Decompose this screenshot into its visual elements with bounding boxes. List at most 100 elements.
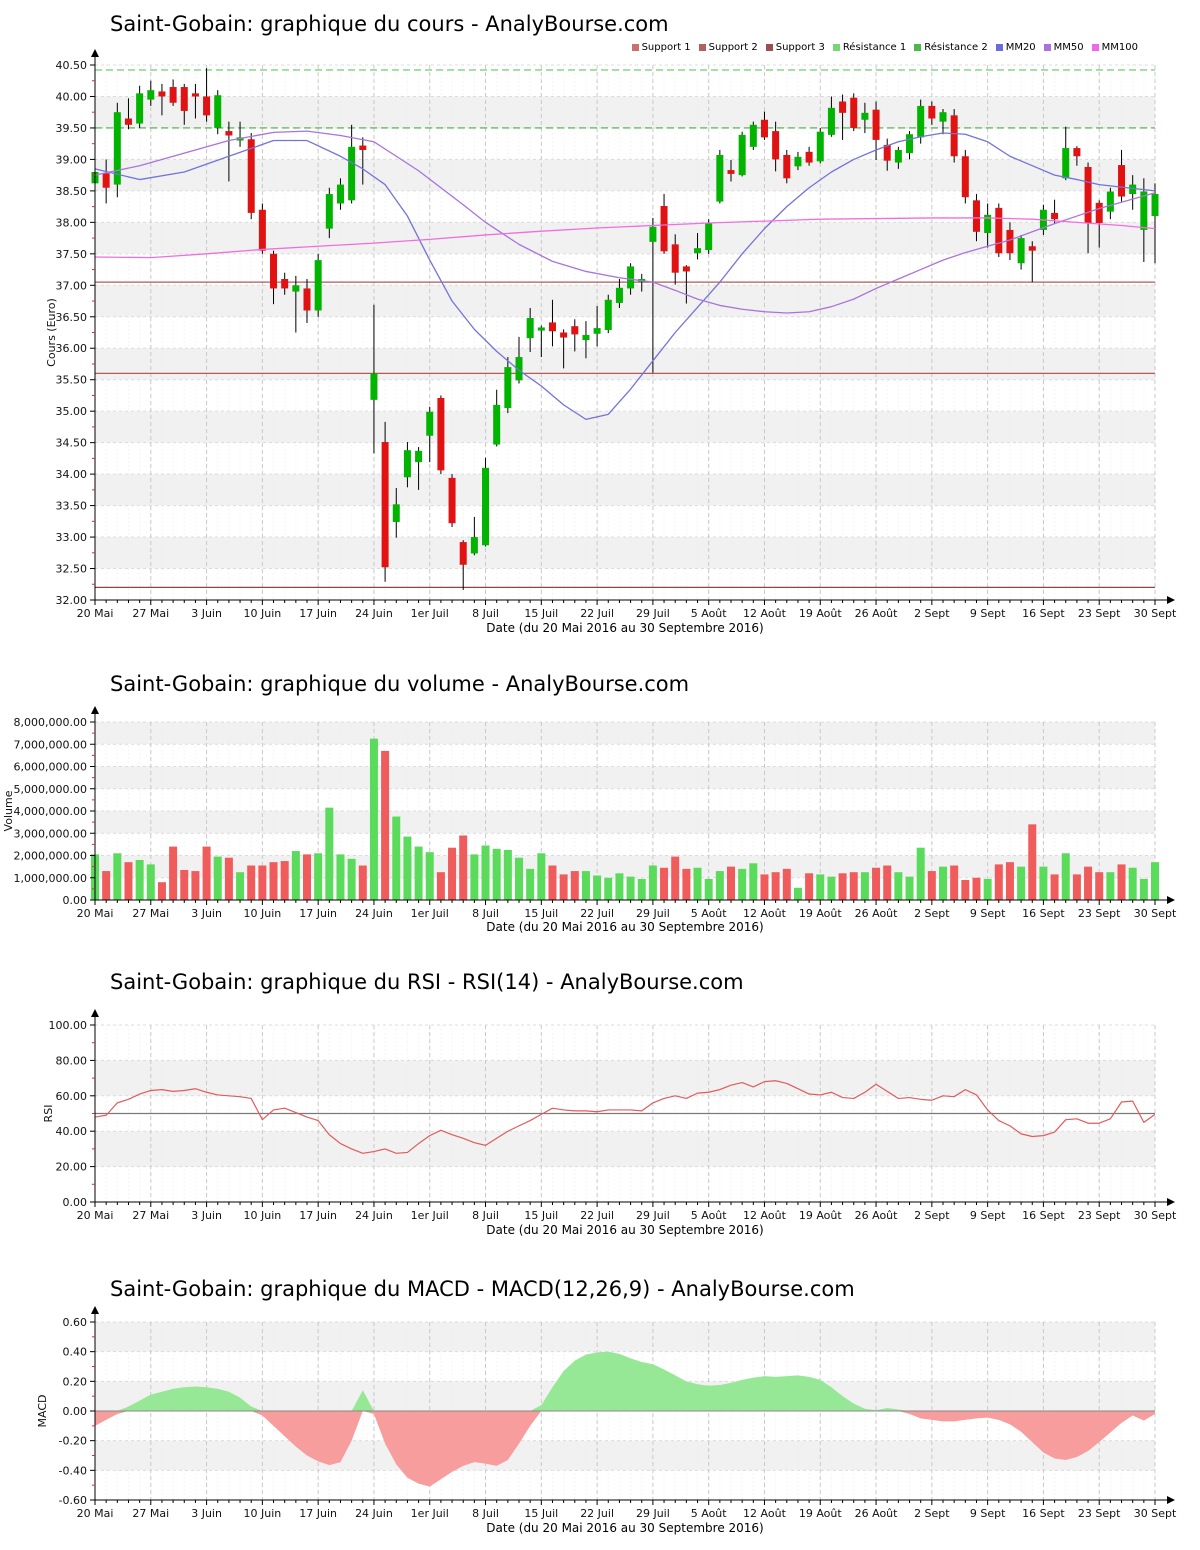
x-tick-label: 23 Sept: [1078, 907, 1121, 920]
x-tick-label: 10 Juin: [243, 1209, 281, 1222]
candle: [749, 124, 757, 147]
y-axis-label: Cours (Euro): [45, 298, 58, 367]
candle: [314, 260, 322, 311]
cours-chart-title: Saint-Gobain: graphique du cours - Analy…: [110, 12, 669, 36]
x-tick-label: 12 Août: [743, 607, 787, 620]
candle: [827, 107, 835, 135]
volume-bar: [548, 865, 557, 900]
volume-bar: [939, 866, 947, 900]
candle: [894, 149, 902, 163]
volume-bar: [648, 865, 657, 900]
volume-bar: [1050, 874, 1059, 900]
plot-bands: [95, 722, 1155, 878]
y-tick-label: 35.50: [56, 374, 88, 387]
legend-item-mm20: MM20: [995, 42, 1036, 53]
volume-bar: [1139, 878, 1148, 900]
x-tick-label: 23 Sept: [1078, 607, 1121, 620]
volume-bar: [303, 854, 311, 900]
x-tick-label: 3 Juin: [191, 607, 222, 620]
volume-bar: [883, 865, 892, 900]
x-tick-label: 19 Août: [799, 607, 843, 620]
volume-bar: [1005, 862, 1014, 900]
x-tick-label: 10 Juin: [243, 907, 281, 920]
y-tick-label: -0.20: [59, 1435, 87, 1448]
volume-bar: [927, 871, 936, 900]
volume-bar: [113, 853, 122, 900]
x-tick-label: 9 Sept: [970, 607, 1006, 620]
candle: [381, 442, 389, 568]
candle: [727, 170, 735, 174]
candle: [872, 109, 880, 140]
y-tick-label: 4,000,000.00: [14, 805, 87, 818]
candle: [348, 146, 356, 201]
y-tick-label: 36.00: [56, 342, 88, 355]
volume-bar: [682, 868, 691, 900]
volume-bar: [124, 862, 133, 900]
candle: [917, 105, 925, 138]
candle: [370, 373, 378, 400]
volume-bar: [537, 853, 546, 900]
macd-chart: -0.60 -0.40 -0.20 0.00 0.20 0.40 0.60 20 Mai 27 …: [36, 1306, 1177, 1520]
candle: [191, 93, 199, 97]
volume-bar: [269, 862, 278, 900]
volume-chart: 0.00 1,000,000.00 2,000,000.00 3,000,000.00…: [2, 706, 1177, 920]
candle: [772, 131, 780, 160]
volume-bar: [1039, 866, 1048, 900]
x-tick-label: 1er Juil: [411, 907, 449, 920]
y-tick-label: 34.50: [56, 437, 88, 450]
x-tick-label: 1er Juil: [411, 1209, 449, 1222]
volume-bar: [369, 738, 378, 900]
y-tick-label: 20.00: [56, 1161, 88, 1174]
x-tick-label: 20 Mai: [77, 1507, 114, 1520]
volume-bar: [280, 861, 289, 900]
legend-item-r-sistance-2: Résistance 2: [914, 42, 988, 53]
x-tick-label: 24 Juin: [355, 907, 393, 920]
x-tick-label: 10 Juin: [243, 607, 281, 620]
volume-bar: [425, 852, 434, 900]
volume-bar: [626, 876, 635, 900]
candle: [839, 101, 847, 113]
volume-bar: [559, 874, 568, 900]
candle: [995, 207, 1003, 254]
candle: [950, 115, 958, 157]
x-tick-label: 19 Août: [799, 1209, 843, 1222]
x-tick-label: 22 Juil: [580, 607, 614, 620]
candle: [928, 105, 936, 119]
volume-bar: [860, 872, 869, 900]
volume-bar: [660, 867, 669, 900]
volume-bar: [905, 876, 914, 900]
candle: [515, 357, 523, 381]
candle: [816, 131, 824, 162]
weekly-gridlines: [150, 1025, 1156, 1202]
x-tick-label: 5 Août: [691, 907, 728, 920]
legend-swatch: [1043, 44, 1051, 51]
candle: [1106, 191, 1114, 212]
x-tick-label: 24 Juin: [355, 607, 393, 620]
candle: [984, 214, 992, 234]
volume-bar: [414, 846, 423, 900]
x-tick-label: 5 Août: [691, 1209, 728, 1222]
x-tick-label: 26 Août: [855, 607, 899, 620]
macd-positive-area: [95, 1351, 1155, 1411]
x-tick-label: 1er Juil: [411, 607, 449, 620]
minor-v-gridlines: [105, 65, 1156, 600]
volume-bar: [102, 871, 111, 900]
y-tick-label: 40.00: [56, 1125, 88, 1138]
x-tick-label: 29 Juil: [636, 1507, 670, 1520]
x-tick-label: 24 Juin: [355, 1209, 393, 1222]
y-tick-label: 0.00: [63, 1405, 88, 1418]
y-axis-label: RSI: [42, 1105, 55, 1123]
x-tick-label: 19 Août: [799, 907, 843, 920]
macd-xaxis-title: Date (du 20 Mai 2016 au 30 Septembre 201…: [486, 1521, 764, 1535]
legend-swatch: [765, 44, 773, 51]
candle: [459, 542, 467, 565]
x-tick-label: 20 Mai: [77, 907, 114, 920]
volume-bar: [916, 847, 925, 900]
y-tick-label: 33.00: [56, 531, 88, 544]
volume-bar: [392, 816, 401, 900]
candle: [1028, 246, 1036, 251]
x-tick-label: 20 Mai: [77, 607, 114, 620]
x-tick-label: 20 Mai: [77, 1209, 114, 1222]
candle: [225, 131, 233, 136]
